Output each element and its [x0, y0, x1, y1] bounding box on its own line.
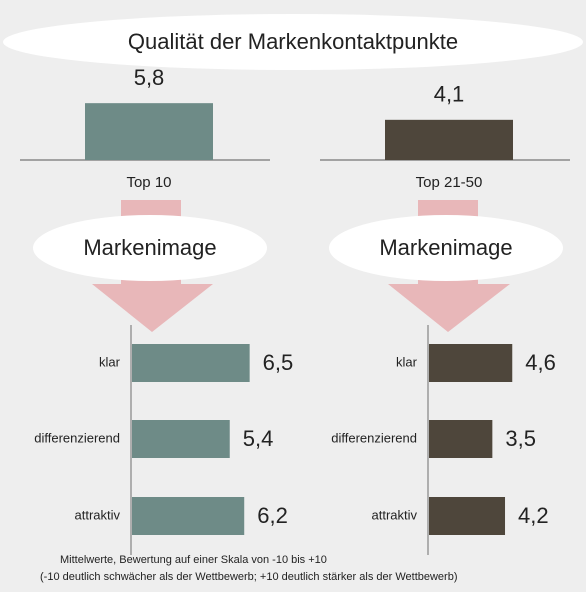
section-title: Markenimage [379, 235, 512, 260]
value-label: 4,6 [525, 350, 556, 375]
bar [132, 344, 250, 382]
chart-title: Qualität der Markenkontaktpunkte [128, 29, 458, 54]
bar [385, 119, 513, 160]
section-title: Markenimage [83, 235, 216, 260]
category-label: differenzierend [34, 430, 120, 445]
category-label: Top 21-50 [416, 174, 483, 191]
category-label: Top 10 [126, 174, 171, 191]
category-label: klar [99, 354, 121, 369]
arrow-head [388, 284, 510, 332]
value-label: 5,4 [243, 426, 274, 451]
value-label: 4,2 [518, 503, 549, 528]
bar [85, 103, 213, 160]
footnote: Mittelwerte, Bewertung auf einer Skala v… [60, 554, 327, 566]
value-label: 6,2 [257, 503, 288, 528]
bar [132, 420, 230, 458]
category-label: attraktiv [371, 507, 417, 522]
section-ellipse [33, 215, 267, 281]
section-ellipse [329, 215, 563, 281]
footnote: (-10 deutlich schwächer als der Wettbewe… [40, 571, 457, 583]
title-ellipse [3, 14, 583, 70]
arrow-head [92, 284, 213, 332]
value-label: 3,5 [505, 426, 536, 451]
bar [429, 344, 513, 382]
bar [429, 420, 493, 458]
bar [132, 497, 245, 535]
bar [429, 497, 506, 535]
category-label: attraktiv [74, 507, 120, 522]
value-label: 6,5 [263, 350, 294, 375]
value-label: 4,1 [434, 82, 465, 107]
category-label: klar [396, 354, 418, 369]
category-label: differenzierend [331, 430, 417, 445]
value-label: 5,8 [134, 65, 165, 90]
